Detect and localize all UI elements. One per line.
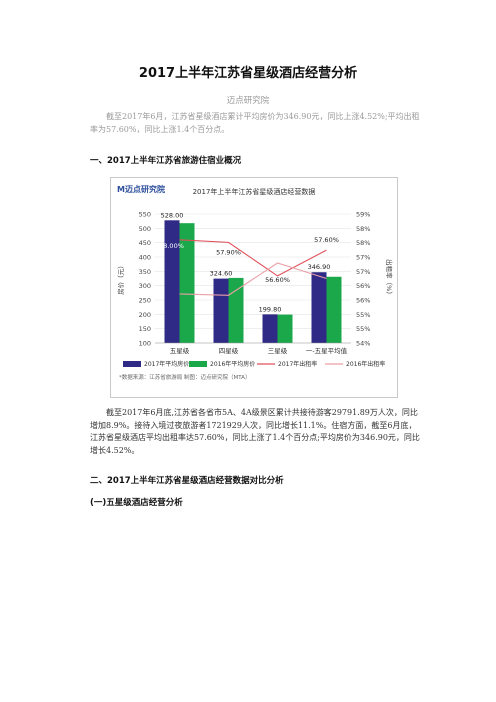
doc-title: 2017上半年江苏省星级酒店经营分析	[138, 66, 358, 81]
y-left-tick-label: 200	[139, 311, 151, 319]
y-right-tick-label: 55%	[356, 325, 370, 333]
intro-paragraph: 截至2017年6月，江苏省星级酒店累计平均房价为346.90元，同比上涨4.52…	[90, 112, 420, 134]
legend-label: 2017年平均房价	[144, 360, 189, 368]
line-2017-rate	[179, 239, 327, 277]
y-right-tick-label: 55%	[356, 311, 370, 319]
y-left-tick-label: 300	[139, 282, 151, 290]
legend-label: 2016年出租率	[346, 360, 385, 368]
y-left-tick-label: 450	[139, 239, 151, 247]
y-left-tick-label: 550	[139, 211, 151, 219]
y-right-axis-label: 出租率（%）	[385, 259, 394, 298]
rate-value-label: 57.90%	[216, 248, 241, 256]
y-right-tick-label: 56%	[356, 282, 370, 290]
chart-title: 2017年上半年江苏省星级酒店经营数据	[193, 187, 316, 196]
y-left-tick-label: 100	[139, 340, 151, 348]
y-right-tick-label: 57%	[356, 254, 370, 262]
y-left-tick-label: 350	[139, 268, 151, 276]
y-left-tick-label: 150	[139, 325, 151, 333]
bar-2017	[311, 272, 327, 343]
subsection-heading: (一)五星级酒店经营分析	[90, 498, 183, 508]
y-right-tick-label: 58%	[356, 225, 370, 233]
section-heading-1: 一、2017上半年江苏省旅游住宿业概况	[90, 156, 242, 166]
bar-value-label: 324.60	[210, 270, 233, 278]
y-left-axis-label: 房价（元）	[116, 262, 125, 295]
y-right-tick-label: 59%	[356, 211, 370, 219]
bar-2016	[179, 223, 195, 343]
y-right-tick-label: 58%	[356, 239, 370, 247]
chart-source: *数据来源：江苏省旅游局 制图：迈点研究院（MTA）	[119, 373, 250, 381]
rate-value-label: 56.60%	[265, 276, 290, 284]
bar-2017	[164, 220, 180, 343]
body-paragraph: 截至2017年6月底,江苏省各省市5A、4A级景区累计共接待游客29791.89…	[90, 408, 420, 455]
chart-figure: M迈点研究院 2017年上半年江苏省星级酒店经营数据 100 150 200 250 300…	[110, 177, 398, 398]
bar-value-label: 528.00	[161, 211, 184, 219]
y-right-tick-label: 56%	[356, 297, 370, 305]
bar-2016	[228, 277, 244, 343]
legend-label: 2017年出租率	[278, 360, 317, 368]
y-left-tick-label: 400	[139, 254, 151, 262]
bar-2017	[262, 314, 278, 343]
x-tick-label: 五星级	[170, 346, 190, 355]
legend-swatch	[189, 361, 207, 367]
x-tick-label: 一-五星平均值	[306, 346, 348, 355]
chart-logo: M迈点研究院	[117, 184, 165, 194]
line-2016-rate	[179, 262, 327, 296]
y-right-tick-label: 54%	[356, 340, 370, 348]
bar-2016	[277, 314, 293, 343]
rate-value-label: 57.60%	[314, 236, 339, 244]
legend-label: 2016年平均房价	[210, 360, 255, 368]
y-right-tick-label: 57%	[356, 268, 370, 276]
rate-value-label: 58.00%	[159, 242, 184, 250]
bar-2017	[213, 278, 229, 343]
bar-value-label: 346.90	[308, 263, 331, 271]
bar-value-label: 199.80	[259, 305, 282, 313]
section-heading-2: 二、2017上半年江苏省星级酒店经营数据对比分析	[90, 476, 284, 486]
x-tick-label: 三星级	[268, 346, 288, 355]
doc-author: 迈点研究院	[226, 96, 270, 106]
y-left-tick-label: 500	[139, 225, 151, 233]
legend-swatch	[123, 361, 141, 367]
chart-svg: M迈点研究院 2017年上半年江苏省星级酒店经营数据 100 150 200 250 300…	[116, 184, 394, 381]
bar-2016	[326, 276, 342, 343]
y-left-tick-label: 250	[139, 297, 151, 305]
x-tick-label: 四星级	[219, 346, 239, 355]
